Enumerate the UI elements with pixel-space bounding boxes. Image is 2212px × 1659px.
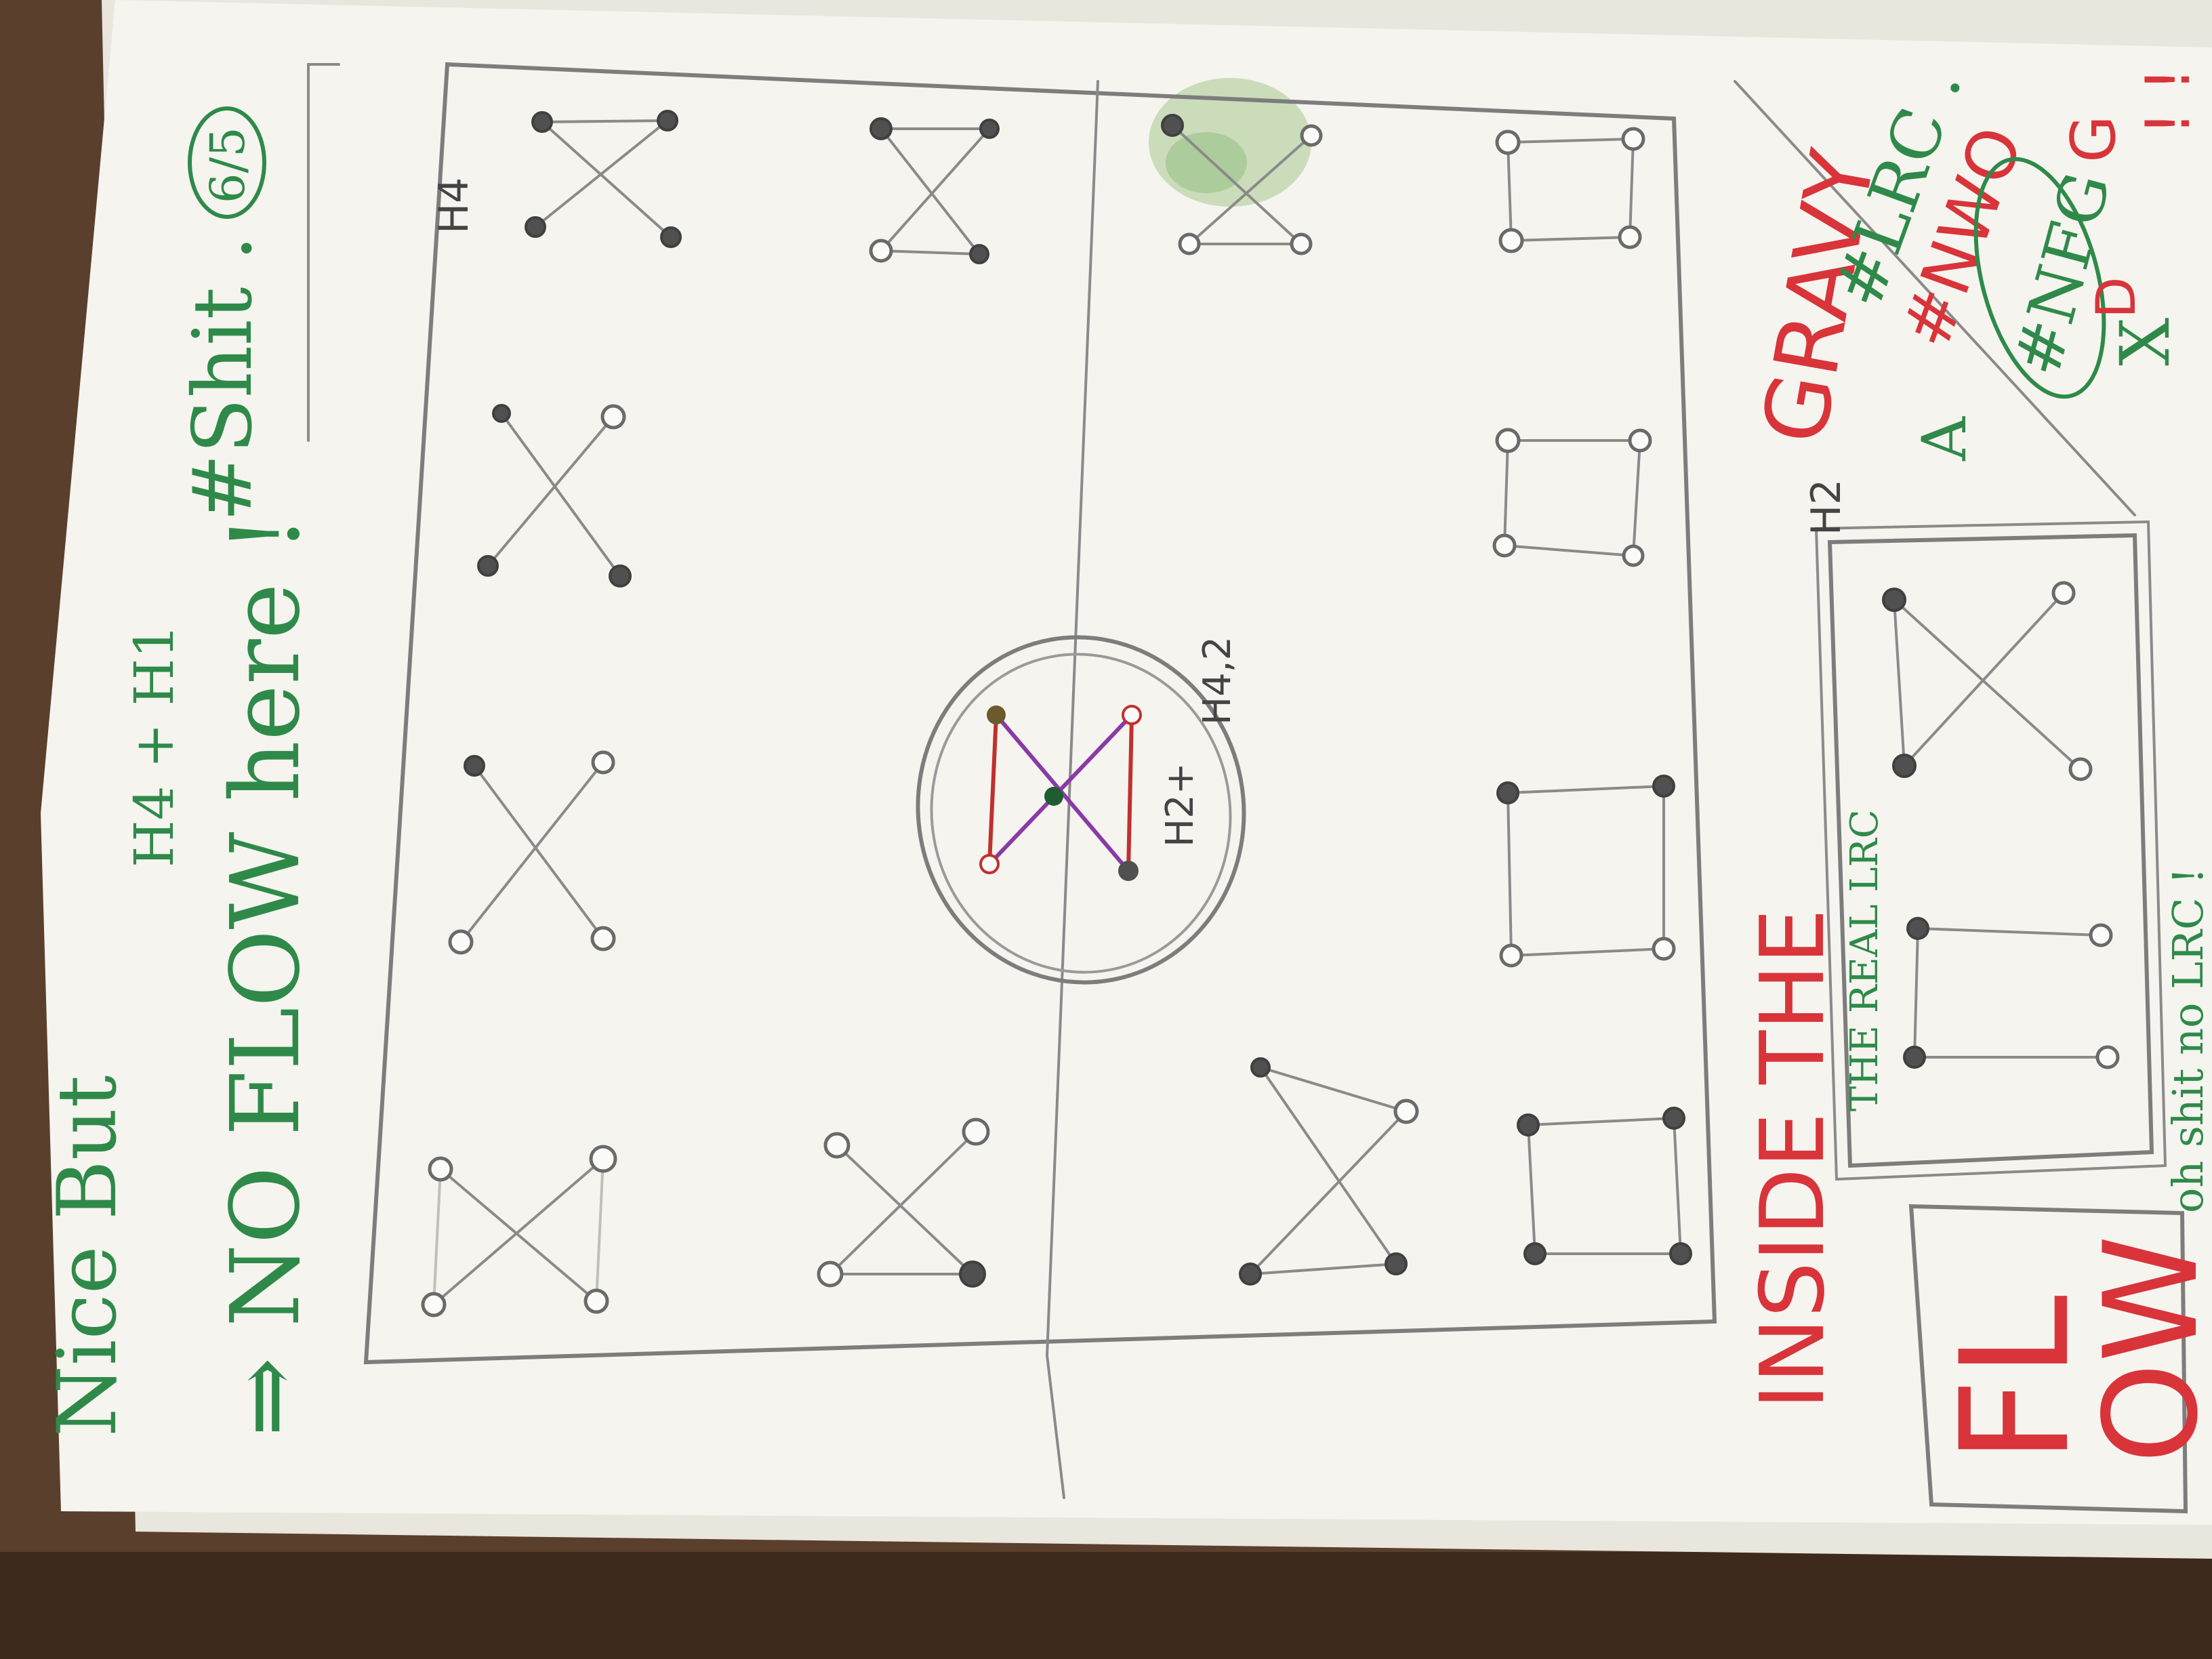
right-notes: INSIDE THE GRAVY THE REAL LRC oh shit no… [1741, 58, 2212, 1464]
hashtag-shit-text: #Shit . [176, 235, 270, 522]
inside-the-text: INSIDE THE [1741, 909, 1844, 1410]
tag-d-text: D [2085, 276, 2148, 319]
flow-box [1908, 1204, 2188, 1514]
h4-h1-label: H4 + H1 [123, 624, 186, 867]
center-label-b: H4,2 [1195, 636, 1240, 725]
h2-label: H2 [1803, 479, 1850, 535]
nice-but-text: Nice But [41, 1076, 135, 1437]
flow-top-text: FL [1929, 1295, 2102, 1464]
center-circle [916, 635, 1246, 985]
hashtag-box [307, 63, 340, 442]
score-circle [188, 106, 266, 219]
graph-7 [1161, 114, 1323, 255]
graph-14 [1903, 917, 2120, 1069]
graph-10 [1492, 428, 1652, 567]
no-flow-text: ⇒ NO FLOW here ! [211, 515, 321, 1437]
graph-8 [1239, 1057, 1419, 1286]
divider-tail [1046, 1354, 1065, 1499]
stain [1149, 78, 1311, 207]
grid-frame [363, 62, 1717, 1365]
graph-2 [477, 404, 632, 588]
lrc-box-outer [1814, 520, 2167, 1181]
center-label-a: H2+ [1158, 762, 1202, 847]
paper-sheet [41, 0, 2212, 1525]
tag-g-text: G [2058, 115, 2129, 163]
graph-9 [1495, 127, 1645, 253]
grid-divider [1046, 80, 1099, 1357]
lrc-box [1827, 533, 2154, 1168]
tag-a-text: A [1909, 416, 1980, 462]
no-lrc-text: oh shit no LRC ! [2163, 867, 2212, 1213]
graph-11 [1496, 775, 1676, 968]
graph-5 [869, 117, 1000, 264]
marks-text: ! ! [2133, 67, 2204, 136]
stain-core [1166, 132, 1247, 193]
nfg-circle [1973, 157, 2106, 399]
table-edge [0, 1552, 2212, 1659]
the-real-lrc-text: THE REAL LRC [1843, 809, 1887, 1111]
graph-4 [421, 1145, 617, 1317]
graph-6 [817, 1118, 990, 1288]
h4-label: H4 [430, 178, 478, 234]
graph-13 [1882, 581, 2093, 781]
left-notes: Nice But ⇒ NO FLOW here ! H4 + H1 #Shit … [41, 106, 321, 1437]
tag-x-text: X [2106, 318, 2185, 366]
grid-labels: H4 H2 H2+ H4,2 [430, 178, 1850, 847]
graph-1 [525, 110, 682, 248]
graph-12 [1517, 1107, 1692, 1265]
diagonal-line [1734, 80, 2136, 516]
flow-bottom-text: OW [2076, 1235, 2212, 1464]
graph-3 [448, 750, 616, 955]
score-text: 6/5 [200, 127, 255, 203]
